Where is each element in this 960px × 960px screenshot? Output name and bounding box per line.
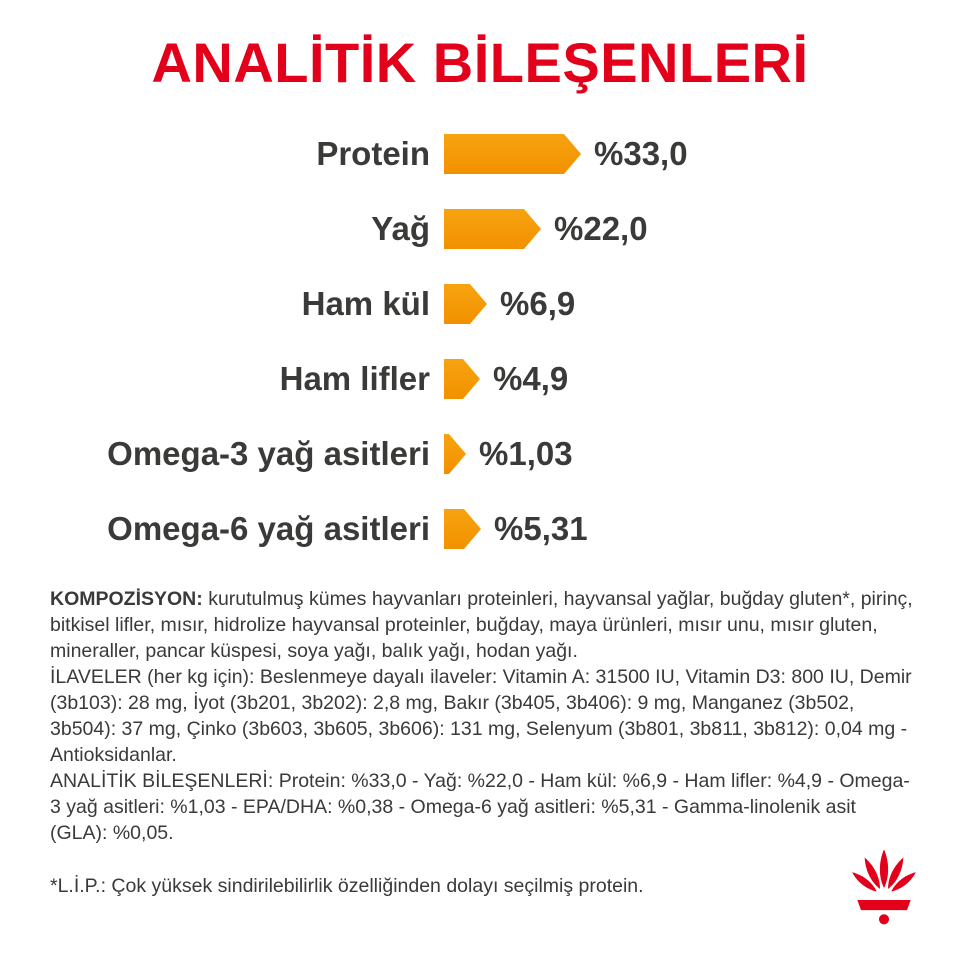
analitik-paragraph: ANALİTİK BİLEŞENLERİ: Protein: %33,0 - Y…: [50, 770, 910, 844]
composition-text-block: KOMPOZİSYON: kurutulmuş kümes hayvanları…: [50, 586, 914, 846]
chart-category-label: Yağ: [371, 210, 430, 247]
chart-category-label: Ham kül: [301, 285, 430, 322]
analitik-text: Protein: %33,0 - Yağ: %22,0 - Ham kül: %…: [50, 770, 910, 844]
chart-value-label: %6,9: [500, 285, 576, 322]
ilaveler-text: Beslenmeye dayalı ilaveler: Vitamin A: 3…: [50, 666, 912, 766]
chart-value-label: %1,03: [479, 435, 573, 472]
lip-footnote: *L.İ.P.: Çok yüksek sindirilebilirlik öz…: [50, 875, 644, 897]
chart-category-label: Protein: [316, 135, 430, 172]
chart-bar: [444, 284, 487, 324]
chart-category-label: Omega-6 yağ asitleri: [107, 510, 430, 547]
chart-category-label: Ham lifler: [279, 360, 430, 397]
analytic-components-chart: Protein %33,0 Yağ %22,0 Ham kül %6,9 Ham lifle…: [0, 133, 960, 550]
kompozisyon-label: KOMPOZİSYON:: [50, 588, 203, 610]
page-title: ANALİTİK BİLEŞENLERİ: [151, 31, 809, 94]
chart-value-label: %4,9: [493, 360, 569, 397]
chart-value-label: %5,31: [494, 510, 588, 547]
chart-bar: [444, 209, 541, 249]
kompozisyon-paragraph: KOMPOZİSYON: kurutulmuş kümes hayvanları…: [50, 588, 913, 662]
ilaveler-paragraph: İLAVELER (her kg için): Beslenmeye dayal…: [50, 666, 912, 766]
chart-row: Omega-6 yağ asitleri %5,31: [0, 508, 960, 550]
chart-row: Yağ %22,0: [0, 208, 960, 250]
chart-bar: [444, 509, 481, 549]
kompozisyon-text: kurutulmuş kümes hayvanları proteinleri,…: [50, 588, 913, 662]
chart-bar: [444, 134, 581, 174]
chart-row: Omega-3 yağ asitleri %1,03: [0, 433, 960, 475]
chart-row: Ham lifler %4,9: [0, 358, 960, 400]
ilaveler-label: İLAVELER (her kg için):: [50, 666, 255, 688]
royal-canin-crown-logo: [838, 842, 930, 934]
chart-row: Protein %33,0: [0, 133, 960, 175]
analitik-label: ANALİTİK BİLEŞENLERİ:: [50, 770, 274, 792]
chart-value-label: %33,0: [594, 135, 688, 172]
chart-bar: [444, 434, 466, 474]
chart-value-label: %22,0: [554, 210, 648, 247]
chart-row: Ham kül %6,9: [0, 283, 960, 325]
chart-bar: [444, 359, 480, 399]
chart-category-label: Omega-3 yağ asitleri: [107, 435, 430, 472]
